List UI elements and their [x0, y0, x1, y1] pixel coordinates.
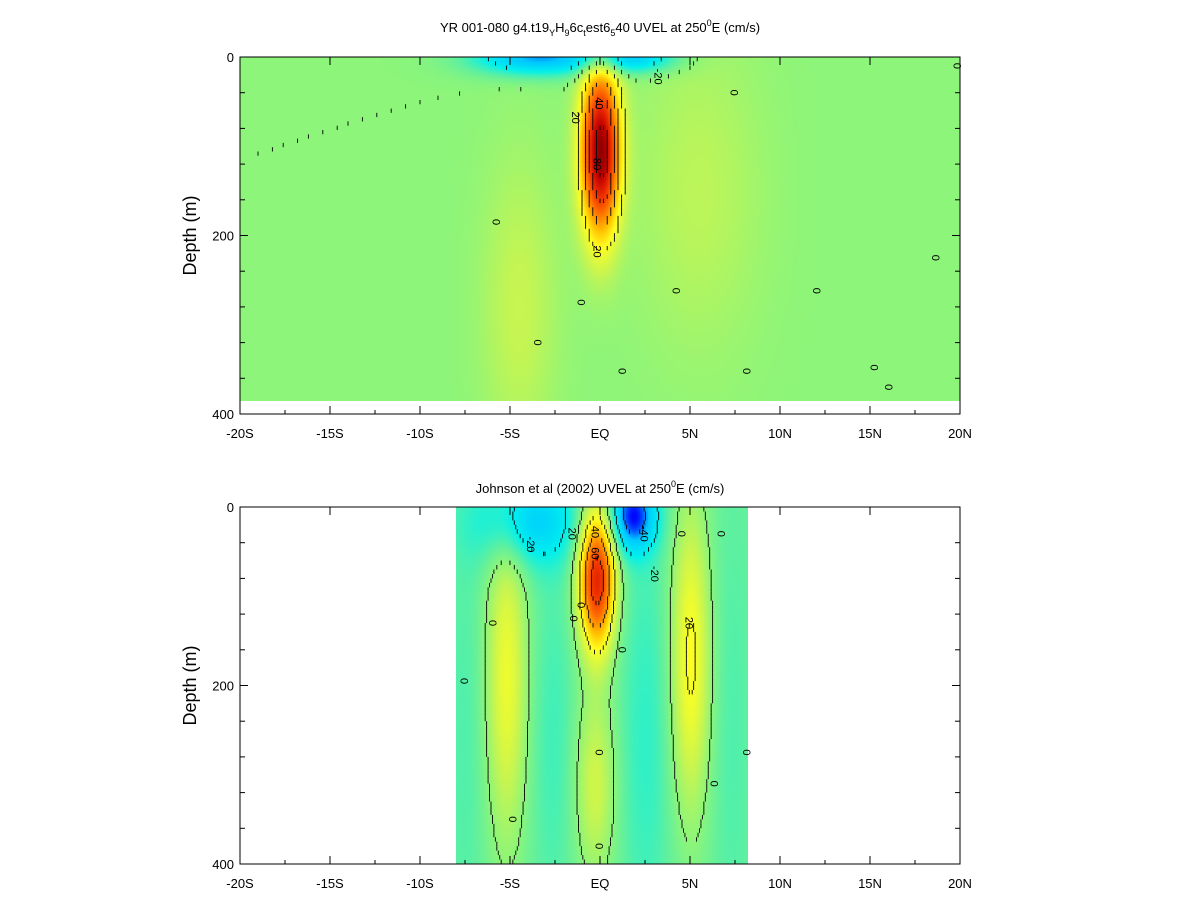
x-tick-label: 15N: [858, 426, 882, 441]
contour-label: 0: [574, 602, 586, 608]
contour-label: 0: [929, 255, 941, 261]
contour-label: 0: [574, 299, 586, 305]
contour-label: 0: [486, 620, 498, 626]
y-axis-label: Depth (m): [180, 195, 200, 275]
x-tick-label: -10S: [406, 426, 434, 441]
x-tick-label: -5S: [500, 426, 521, 441]
contour-label: 20: [569, 112, 581, 124]
x-tick-label: -15S: [316, 876, 344, 891]
y-tick-label: 200: [212, 229, 234, 244]
y-tick-label: 200: [212, 679, 234, 694]
x-tick-label: 15N: [858, 876, 882, 891]
x-tick-label: -15S: [316, 426, 344, 441]
contour-label: 20: [565, 528, 577, 540]
contour-label: 0: [616, 368, 628, 374]
panel-model-uvel: YR 001-080 g4.t19YH96ctest6540 UVEL at 2…: [180, 18, 972, 441]
x-tick-label: 20N: [948, 426, 972, 441]
contour-label: -20: [648, 566, 660, 582]
contour-label: 20: [682, 617, 694, 629]
x-tick-label: 20N: [948, 876, 972, 891]
x-tick-label: EQ: [591, 426, 610, 441]
contour-label: 20: [590, 245, 602, 257]
contour-label: -40: [637, 526, 649, 542]
chart-title: Johnson et al (2002) UVEL at 2500E (cm/s…: [476, 479, 725, 496]
contour-lines: [257, 57, 698, 251]
contour-label: 0: [457, 678, 469, 684]
contour-label: 0: [592, 843, 604, 849]
contour-label: 0: [715, 531, 727, 537]
contour-label: 0: [490, 219, 502, 225]
contour-label: 0: [675, 531, 687, 537]
y-tick-label: 0: [227, 500, 234, 515]
contour-label: -20: [524, 537, 536, 553]
contour-label: 0: [740, 749, 752, 755]
velocity-field: [240, 57, 960, 401]
y-tick-label: 400: [212, 407, 234, 422]
contour-lines: [484, 507, 714, 864]
chart-title: YR 001-080 g4.t19YH96ctest6540 UVEL at 2…: [440, 18, 760, 38]
contour-label: 0: [882, 384, 894, 390]
contour-label: 0: [567, 616, 579, 622]
contour-label: 60: [589, 547, 601, 559]
contour-label: 80: [590, 158, 602, 170]
contour-label: 0: [616, 647, 628, 653]
contour-label: 0: [707, 781, 719, 787]
contour-label: 0: [670, 288, 682, 294]
x-tick-label: -10S: [406, 876, 434, 891]
contour-label: 0: [592, 749, 604, 755]
contour-label: 0: [810, 288, 822, 294]
x-tick-label: -5S: [500, 876, 521, 891]
x-tick-label: 5N: [682, 426, 699, 441]
contour-label: -20: [652, 69, 664, 85]
x-tick-label: -20S: [226, 876, 254, 891]
y-tick-label: 400: [212, 857, 234, 872]
contour-label: 40: [592, 97, 604, 109]
contour-label: 0: [740, 368, 752, 374]
contour-label: 0: [950, 63, 962, 69]
x-tick-label: EQ: [591, 876, 610, 891]
contour-label: 0: [531, 340, 543, 346]
x-tick-label: 5N: [682, 876, 699, 891]
panel-johnson-uvel: Johnson et al (2002) UVEL at 2500E (cm/s…: [180, 479, 972, 891]
y-tick-label: 0: [227, 50, 234, 65]
contour-label: 0: [506, 816, 518, 822]
y-axis-label: Depth (m): [180, 645, 200, 725]
contour-label: 0: [868, 365, 880, 371]
contour-label: 40: [589, 526, 601, 538]
x-tick-label: 10N: [768, 426, 792, 441]
x-tick-label: 10N: [768, 876, 792, 891]
x-tick-label: -20S: [226, 426, 254, 441]
contour-label: 0: [727, 90, 739, 96]
